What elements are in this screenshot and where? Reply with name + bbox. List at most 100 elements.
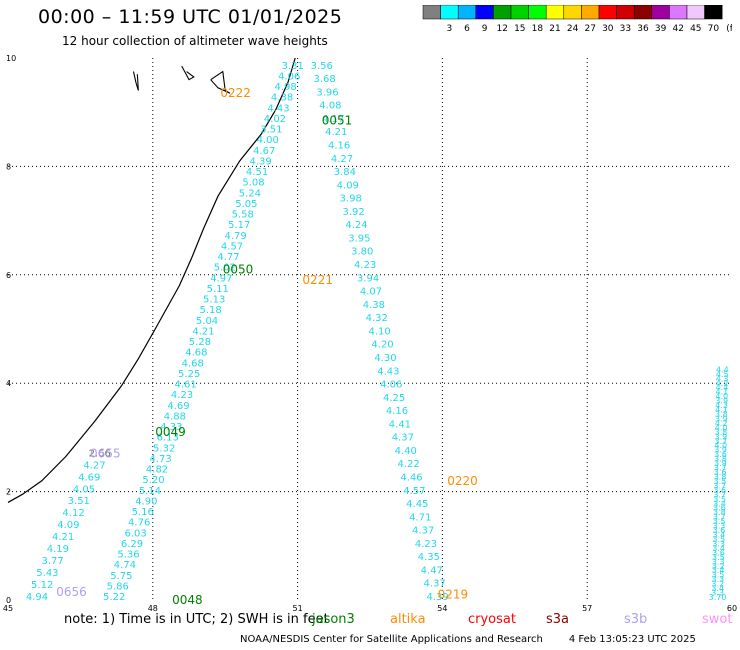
wave-height-value: 4.06 <box>380 380 402 391</box>
island-outline <box>210 70 231 94</box>
satellite-legend-s3a: s3a <box>546 612 570 627</box>
wave-height-value: 4.39 <box>249 156 271 167</box>
wave-height-value: 4.76 <box>128 518 150 529</box>
pass-number-label: 0655 <box>90 447 121 461</box>
satellite-legend-jason3: jason3 <box>312 612 355 627</box>
wave-height-value: 3.31 <box>282 61 304 72</box>
lon-tick-label: 45 <box>3 604 13 612</box>
track-s3b: 2.664.274.694.053.514.124.094.214.193.77… <box>26 448 111 603</box>
wave-height-value: 4.39 <box>426 592 448 603</box>
wave-height-value: 4.41 <box>389 419 411 430</box>
wave-height-value: 3.5 <box>713 517 726 526</box>
wave-height-value: 5.13 <box>203 295 225 306</box>
wave-height-value: 4.2 <box>715 419 728 428</box>
map-title: 00:00 – 11:59 UTC 01/01/2025 <box>38 6 343 28</box>
wave-height-value: 3.8 <box>713 508 726 517</box>
wave-height-value: 4.94 <box>26 592 48 603</box>
note-line: note: 1) Time is in UTC; 2) SWH is in fe… <box>64 612 732 627</box>
wave-height-value: 3.6 <box>713 486 726 495</box>
coastline-somalia <box>7 57 296 503</box>
pass-number-label: 0050 <box>223 262 254 276</box>
lon-tick-label: 60 <box>727 604 737 612</box>
legend-label: 12 <box>496 24 507 34</box>
legend-label: 27 <box>584 24 595 34</box>
wave-height-value: 5.24 <box>239 188 261 199</box>
wave-height-value: 4.68 <box>185 348 207 359</box>
altimeter-tracks: 3.314.064.984.384.434.023.514.004.674.39… <box>26 61 729 603</box>
wave-height-value: 6.03 <box>124 528 146 539</box>
wave-height-value: 5.20 <box>142 475 164 486</box>
wave-height-value: 4.38 <box>271 93 293 104</box>
wave-height-value: 4.37 <box>424 579 446 590</box>
wave-height-value: 4.23 <box>354 260 376 271</box>
wave-height-value: 3.3 <box>712 557 725 566</box>
wave-height-value: 3.5 <box>712 553 725 562</box>
footer: NOAA/NESDIS Center for Satellite Applica… <box>240 634 696 645</box>
wave-height-value: 5.58 <box>232 210 254 221</box>
wave-height-value: 5.25 <box>178 369 200 380</box>
wave-height-value: 4.37 <box>392 433 414 444</box>
wave-height-value: 4.0 <box>715 423 728 432</box>
legend-label: 18 <box>532 24 544 34</box>
wave-height-value: 5.36 <box>117 550 139 561</box>
wave-height-value: 4.27 <box>83 460 105 471</box>
note-text: note: 1) Time is in UTC; 2) SWH is in fe… <box>64 612 329 627</box>
lon-tick-label: 48 <box>148 604 158 612</box>
wave-height-value: 5.17 <box>228 220 250 231</box>
wave-height-value: 3.51 <box>260 125 282 136</box>
wave-height-value: 4.0 <box>715 392 728 401</box>
wave-height-value: 4.21 <box>52 532 74 543</box>
wave-height-value: 3.68 <box>313 74 335 85</box>
wave-height-value: 3.5 <box>713 495 726 504</box>
wave-height-value: 5.22 <box>103 592 125 603</box>
wave-height-value: 3.8 <box>714 455 727 464</box>
wave-height-value: 4.09 <box>337 180 359 191</box>
wave-height-value: 4.1 <box>716 388 729 397</box>
wave-height-value: 4.06 <box>278 71 300 82</box>
wave-height-value: 5.02 <box>214 263 236 274</box>
wave-height-value: 3.4 <box>712 531 725 540</box>
legend-swatch <box>704 5 723 20</box>
wave-height-value: 3.8 <box>714 472 727 481</box>
track-edge: 4.44.54.34.24.44.14.03.94.34.13.83.94.24… <box>709 365 729 602</box>
legend-label: 42 <box>672 24 683 34</box>
wave-height-value: 3.7 <box>713 513 726 522</box>
satellite-legend-altika: altika <box>390 612 426 627</box>
wave-height-value: 3.8 <box>715 428 728 437</box>
wave-height-value: 4.32 <box>366 313 388 324</box>
wave-height-value: 5.05 <box>235 199 257 210</box>
footer-org: NOAA/NESDIS Center for Satellite Applica… <box>240 634 543 645</box>
wave-height-value: 4.79 <box>224 231 246 242</box>
wave-height-value: 3.4 <box>712 566 725 575</box>
wave-height-value: 5.86 <box>107 581 129 592</box>
lat-tick-label: 4 <box>6 379 11 388</box>
wave-height-value: 6.29 <box>121 539 143 550</box>
wave-height-value: 3.96 <box>316 87 338 98</box>
legend-label: 36 <box>637 24 649 34</box>
wave-height-value: 3.2 <box>712 562 725 571</box>
island-outline <box>181 65 195 81</box>
wave-height-value: 4.4 <box>716 383 729 392</box>
wave-height-value: 3.9 <box>715 432 728 441</box>
wave-height-value: 3.80 <box>351 247 373 258</box>
legend-label: 39 <box>655 24 667 34</box>
footer-timestamp: 4 Feb 13:05:23 UTC 2025 <box>568 634 696 645</box>
wave-height-value: 4.45 <box>406 499 428 510</box>
wave-height-value: 3.3 <box>712 575 725 584</box>
wave-height-value: 4.73 <box>149 454 171 465</box>
wave-height-value: 4.67 <box>253 146 275 157</box>
lat-tick-label: 8 <box>6 162 11 171</box>
track-altika: 3.56 3.68 3.96 4.08 4.17 4.21 4.16 4.27 3.84 4.09… <box>311 61 449 603</box>
wave-height-value: 4.02 <box>264 114 286 125</box>
pass-number-label: 0220 <box>447 474 478 488</box>
lon-tick-label: 51 <box>293 604 303 612</box>
wave-height-value: 4.77 <box>217 252 239 263</box>
wave-height-value: 5.75 <box>110 571 132 582</box>
pass-labels: 0222 0051 0050 0221 0049 0655 0220 0656 0048 0219 <box>56 86 478 607</box>
wave-height-value: 4.74 <box>114 560 136 571</box>
wave-height-value: 3.7 <box>714 437 727 446</box>
wave-height-value: 4.09 <box>57 520 79 531</box>
wave-height-value: 3.84 <box>334 167 356 178</box>
wave-height-value: 3.9 <box>715 414 728 423</box>
